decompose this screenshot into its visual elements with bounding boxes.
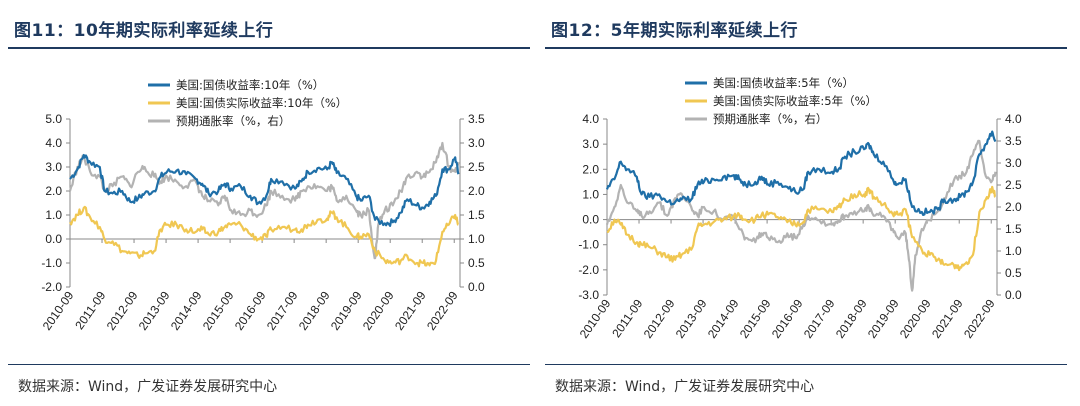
x-axis-tick-label: 2020-09: [897, 296, 934, 340]
x-axis-tick-label: 2022-09: [424, 288, 461, 332]
right-axis-tick-label: 4.0: [1005, 112, 1022, 126]
left-axis-tick-label: 0.0: [582, 213, 599, 227]
source-note: 数据来源：Wind，广发证券发展研究中心: [555, 379, 815, 395]
left-axis-tick-label: 1.0: [582, 187, 599, 201]
legend-label: 美国:国债实际收益率:10年（%）: [176, 96, 347, 110]
left-axis-tick-label: -2.0: [41, 280, 62, 294]
right-axis-tick-label: 1.5: [1005, 222, 1022, 236]
legend-label: 美国:国债收益率:5年（%）: [713, 76, 854, 90]
right-axis-tick-label: 3.0: [468, 136, 485, 150]
right-axis-tick-label: 3.0: [1005, 156, 1022, 170]
left-axis-tick-label: 2.0: [45, 184, 62, 198]
legend-label: 美国:国债收益率:10年（%）: [176, 78, 324, 92]
title-rule: [545, 47, 1067, 49]
x-axis-tick-label: 2017-09: [801, 296, 838, 340]
right-axis-tick-label: 0.0: [1005, 288, 1022, 302]
chart-panel-left: 图11：10年期实际利率延续上行 美国:国债收益率:10年（%） 美国:国债实际收…: [8, 0, 538, 406]
x-axis-tick-label: 2021-09: [929, 296, 966, 340]
right-axis-tick-label: 0.5: [468, 256, 485, 270]
x-axis-tick-label: 2019-09: [865, 296, 902, 340]
source-note: 数据来源：Wind，广发证券发展研究中心: [18, 379, 278, 395]
legend-label: 预期通胀率（%，右）: [176, 114, 290, 128]
x-axis-tick-label: 2014-09: [168, 288, 205, 332]
legend-label: 预期通胀率（%，右）: [713, 112, 827, 126]
x-axis-tick-label: 2010-09: [40, 288, 77, 332]
left-axis-tick-label: 4.0: [45, 136, 62, 150]
left-axis-tick-label: 1.0: [45, 208, 62, 222]
chart-panel-right: 图12：5年期实际利率延续上行 美国:国债收益率:5年（%） 美国:国债实际收益率…: [545, 0, 1075, 406]
x-axis-tick-label: 2022-09: [961, 296, 998, 340]
source-rule: [8, 364, 530, 365]
line-chart-10y: 美国:国债收益率:10年（%） 美国:国债实际收益率:10年（%） 预期通胀率（%，…: [40, 78, 485, 333]
left-axis-tick-label: -3.0: [578, 288, 599, 302]
right-axis-tick-label: 3.5: [468, 112, 485, 126]
legend-label: 美国:国债实际收益率:5年（%）: [713, 94, 877, 108]
x-axis-tick-label: 2014-09: [705, 296, 742, 340]
right-axis-tick-label: 2.5: [468, 160, 485, 174]
right-axis-tick-label: 0.5: [1005, 266, 1022, 280]
left-axis-tick-label: -1.0: [41, 256, 62, 270]
x-axis-tick-label: 2016-09: [232, 288, 269, 332]
left-axis-tick-label: 0.0: [45, 232, 62, 246]
right-axis-tick-label: 3.5: [1005, 134, 1022, 148]
series-line-inflation: [68, 141, 460, 260]
series-line-nominal: [69, 153, 460, 227]
series-line-real: [606, 185, 996, 272]
x-axis-tick-label: 2012-09: [641, 296, 678, 340]
title-rule: [8, 47, 530, 49]
right-axis-tick-label: 2.5: [1005, 178, 1022, 192]
series-line-real: [69, 205, 459, 268]
right-axis-tick-label: 2.0: [468, 184, 485, 198]
x-axis-tick-label: 2021-09: [392, 288, 429, 332]
x-axis-tick-label: 2012-09: [104, 288, 141, 332]
x-axis-tick-label: 2017-09: [264, 288, 301, 332]
x-axis-tick-label: 2016-09: [769, 296, 806, 340]
figure-title: 图12：5年期实际利率延续上行: [551, 21, 798, 41]
left-axis-tick-label: -2.0: [578, 263, 599, 277]
right-axis-tick-label: 1.5: [468, 208, 485, 222]
figure-title: 图11：10年期实际利率延续上行: [14, 21, 274, 41]
x-axis-tick-label: 2019-09: [328, 288, 365, 332]
x-axis-tick-label: 2015-09: [737, 296, 774, 340]
x-axis-tick-label: 2018-09: [296, 288, 333, 332]
source-rule: [545, 364, 1067, 365]
x-axis-tick-label: 2018-09: [833, 296, 870, 340]
left-axis-tick-label: -1.0: [578, 238, 599, 252]
right-axis-tick-label: 2.0: [1005, 200, 1022, 214]
left-axis-tick-label: 3.0: [582, 137, 599, 151]
right-axis-tick-label: 1.0: [1005, 244, 1022, 258]
x-axis-tick-label: 2015-09: [200, 288, 237, 332]
left-axis-tick-label: 4.0: [582, 112, 599, 126]
series-line-inflation: [605, 139, 997, 292]
left-axis-tick-label: 2.0: [582, 162, 599, 176]
left-axis-tick-label: 5.0: [45, 112, 62, 126]
x-axis-tick-label: 2010-09: [577, 296, 614, 340]
x-axis-tick-label: 2013-09: [136, 288, 173, 332]
line-chart-5y: 美国:国债收益率:5年（%） 美国:国债实际收益率:5年（%） 预期通胀率（%，右）…: [577, 76, 1022, 341]
right-axis-tick-label: 0.0: [468, 280, 485, 294]
series-line-nominal: [605, 130, 997, 216]
x-axis-tick-label: 2020-09: [360, 288, 397, 332]
left-axis-tick-label: 3.0: [45, 160, 62, 174]
x-axis-tick-label: 2013-09: [673, 296, 710, 340]
right-axis-tick-label: 1.0: [468, 232, 485, 246]
